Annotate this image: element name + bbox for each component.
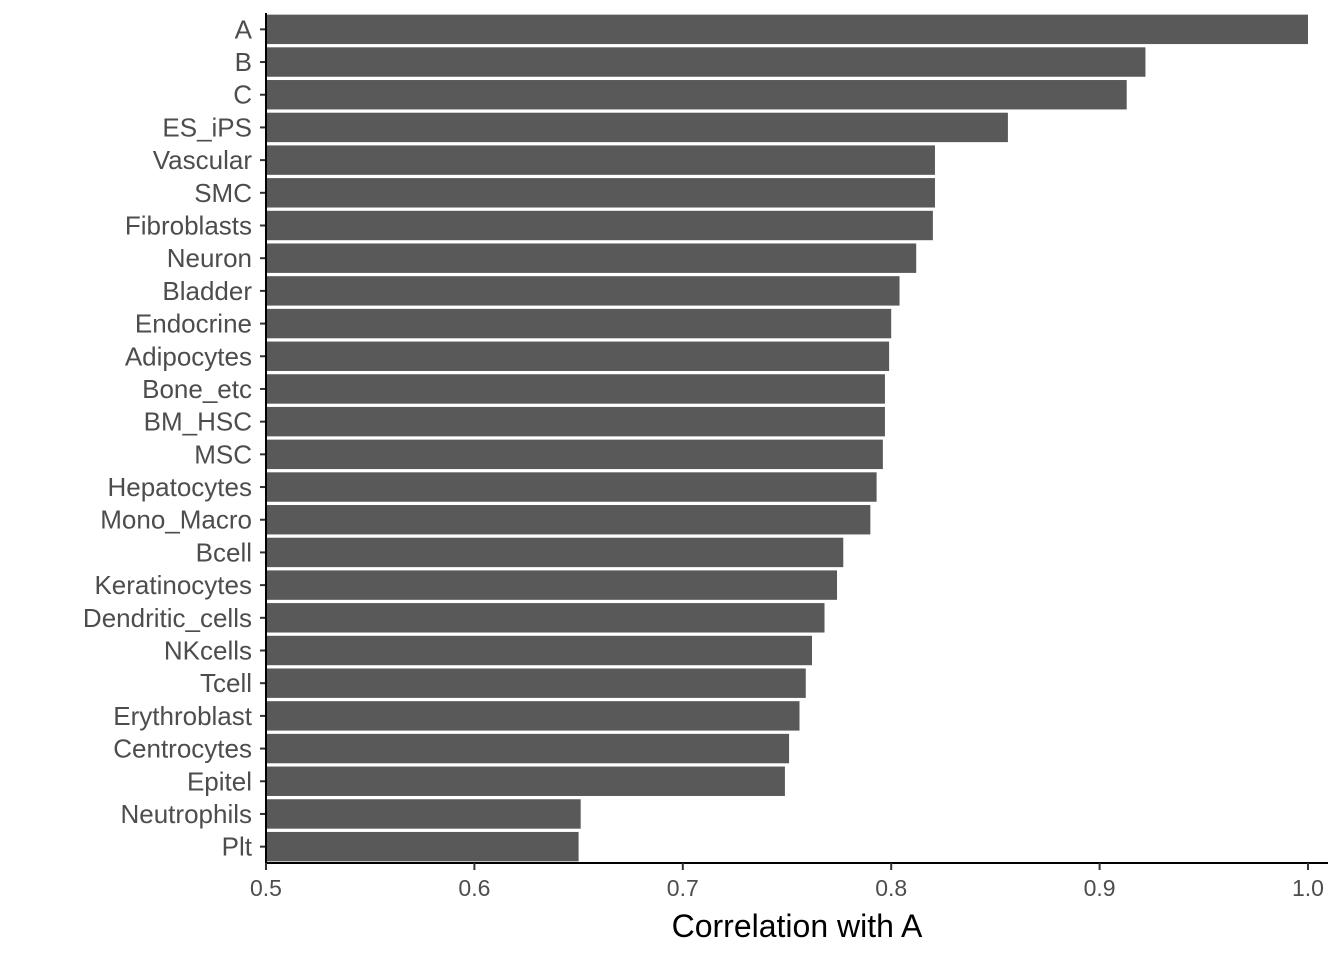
category-label: BM_HSC (144, 407, 252, 437)
x-tick-label: 0.5 (250, 875, 282, 901)
bar-bm-hsc (266, 406, 885, 437)
category-label: Fibroblasts (125, 211, 252, 241)
bar-vascular (266, 145, 935, 175)
bar-neuron (266, 243, 917, 273)
bar-c (266, 80, 1127, 110)
bar-plt (266, 831, 579, 862)
category-label: Adipocytes (125, 341, 252, 371)
category-label: Plt (222, 832, 253, 862)
bar-neutrophils (266, 799, 581, 829)
category-label: Keratinocytes (94, 570, 252, 600)
category-label: Neutrophils (120, 799, 252, 829)
category-label: MSC (194, 439, 252, 469)
bar-centrocytes (266, 733, 790, 764)
category-labels: ABCES_iPSVascularSMCFibroblastsNeuronBla… (83, 14, 253, 861)
category-label: Bladder (162, 276, 252, 306)
bar-fibroblasts (266, 210, 933, 241)
bars-layer (266, 14, 1308, 862)
category-label: Erythroblast (113, 701, 252, 731)
x-tick-label: 0.7 (667, 875, 699, 901)
bar-es-ips (266, 112, 1008, 143)
x-tick-label: 0.9 (1084, 875, 1116, 901)
bar-dendritic-cells (266, 603, 825, 633)
bar-smc (266, 178, 935, 208)
category-label: Neuron (167, 243, 252, 273)
category-label: SMC (194, 178, 252, 208)
bar-keratinocytes (266, 570, 838, 600)
bar-endocrine (266, 308, 892, 339)
bar-nkcells (266, 635, 813, 666)
category-label: B (235, 47, 252, 77)
x-tick-label: 0.8 (875, 875, 907, 901)
x-tick-label: 1.0 (1292, 875, 1324, 901)
x-axis-title: Correlation with A (672, 908, 923, 944)
bar-bcell (266, 537, 844, 568)
bar-adipocytes (266, 341, 890, 371)
category-label: Centrocytes (113, 734, 252, 764)
bar-bladder (266, 276, 900, 306)
bar-hepatocytes (266, 472, 877, 502)
category-label: Bcell (196, 537, 252, 567)
category-label: Hepatocytes (107, 472, 252, 502)
category-label: Bone_etc (142, 374, 252, 404)
bar-b (266, 47, 1146, 77)
bar-tcell (266, 668, 806, 698)
category-label: Tcell (200, 668, 252, 698)
category-label: Vascular (153, 145, 253, 175)
bar-epitel (266, 766, 785, 796)
category-label: NKcells (164, 636, 252, 666)
bar-msc (266, 439, 883, 470)
category-label: Endocrine (135, 309, 252, 339)
category-label: C (233, 80, 252, 110)
bar-mono-macro (266, 505, 871, 535)
x-axis-ticks: 0.5 0.6 0.7 0.8 0.9 1.0 (250, 863, 1324, 901)
bar-bone-etc (266, 374, 885, 404)
bar-erythroblast (266, 701, 800, 731)
bar-a (266, 14, 1308, 45)
x-tick-label: 0.6 (458, 875, 490, 901)
category-label: Dendritic_cells (83, 603, 252, 633)
category-label: Epitel (187, 766, 252, 796)
category-label: A (235, 14, 253, 44)
category-label: ES_iPS (162, 112, 252, 142)
category-label: Mono_Macro (100, 505, 252, 535)
